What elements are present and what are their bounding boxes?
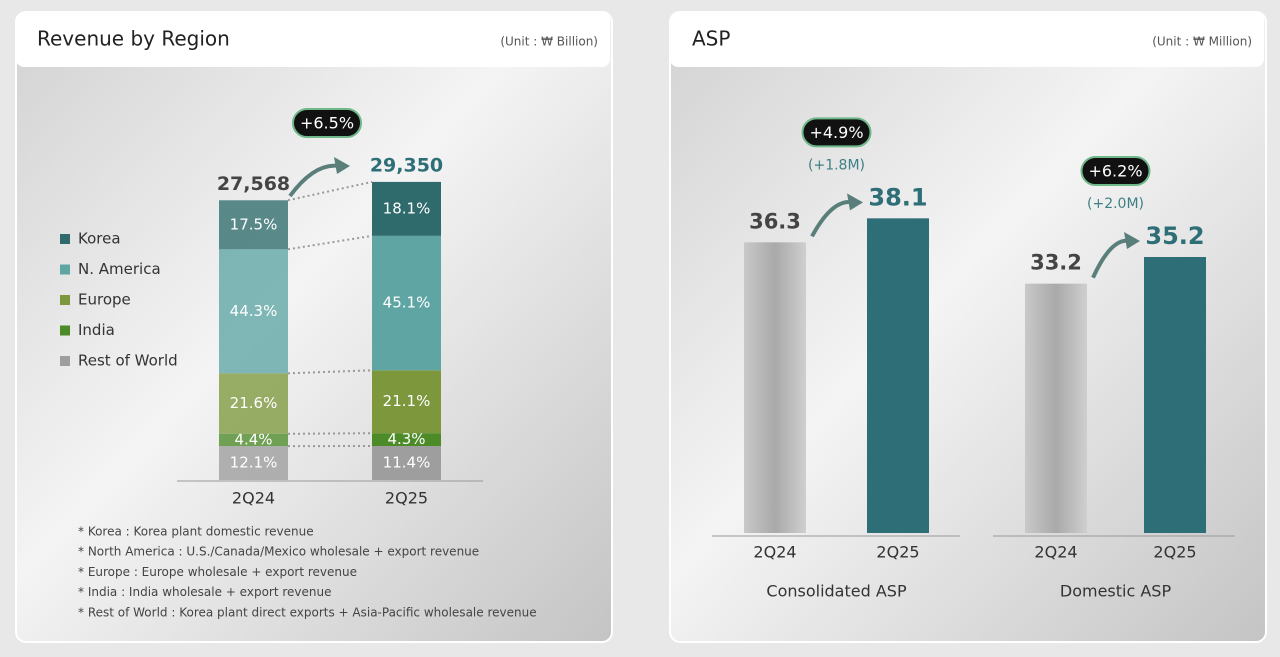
footnote: * India : India wholesale + export reven…	[78, 585, 332, 599]
growth-label: +6.5%	[300, 114, 354, 133]
arrow	[288, 163, 341, 198]
legend-label: Korea	[78, 230, 121, 248]
legend-label: India	[78, 321, 115, 339]
connector	[287, 432, 373, 435]
difference-label: (+2.0M)	[1087, 196, 1144, 212]
bar-segment	[372, 370, 441, 434]
bar-segment	[372, 181, 441, 236]
arrow-head	[1124, 232, 1140, 249]
footnote: * Europe : Europe wholesale + export rev…	[78, 565, 357, 579]
data-label: 11.4%	[383, 454, 431, 472]
data-label: 4.3%	[387, 430, 425, 448]
connector	[287, 180, 373, 202]
bar	[744, 242, 806, 534]
difference-label: (+1.8M)	[808, 157, 865, 173]
data-label: 36.3	[749, 209, 801, 233]
data-label: 12.1%	[230, 454, 278, 472]
unit: (Unit : ₩ Million)	[1152, 35, 1252, 49]
footnote: * Rest of World : Korea plant direct exp…	[78, 605, 537, 619]
data-label: 18.1%	[383, 199, 431, 217]
total-label: 27,568	[217, 173, 290, 195]
data-label: 45.1%	[383, 294, 431, 312]
data-label: 35.2	[1145, 222, 1204, 250]
data-label: 21.6%	[230, 394, 278, 412]
bar-segment	[372, 235, 441, 371]
x-tick-label: 2Q25	[1153, 543, 1196, 562]
data-label: 4.4%	[234, 430, 272, 448]
legend-swatch	[60, 234, 70, 244]
legend-swatch	[60, 295, 70, 305]
bar-segment	[219, 200, 288, 250]
bar-segment	[219, 446, 288, 480]
legend-swatch	[60, 264, 70, 275]
bar-segment	[219, 373, 288, 434]
growth-pill	[801, 117, 872, 148]
data-label: 38.1	[868, 183, 927, 211]
growth-pill	[1080, 156, 1151, 186]
chart-title: Revenue by Region	[37, 27, 230, 51]
footnote: * North America : U.S./Canada/Mexico who…	[78, 545, 479, 559]
bar	[867, 218, 929, 534]
unit: (Unit : ₩ Billion)	[500, 35, 598, 49]
bar-segment	[219, 249, 288, 374]
data-label: 44.3%	[230, 302, 278, 320]
bar-segment	[372, 446, 441, 480]
chart-title: ASP	[692, 27, 730, 51]
bar-segment	[219, 433, 288, 447]
x-tick-label: 2Q24	[232, 489, 275, 508]
arrow-head	[334, 157, 350, 174]
connector	[287, 369, 373, 375]
bar	[1025, 283, 1087, 533]
right-header	[670, 12, 1264, 67]
data-label: 33.2	[1030, 251, 1082, 275]
x-tick-label: 2Q25	[876, 543, 919, 562]
x-tick-label: 2Q24	[1034, 543, 1077, 562]
connector	[287, 234, 373, 251]
x-tick-label: 2Q24	[753, 543, 796, 562]
left-header	[16, 12, 610, 67]
bar	[1144, 257, 1206, 533]
group-label: Consolidated ASP	[766, 582, 907, 601]
legend-label: N. America	[78, 260, 161, 278]
total-label: 29,350	[370, 154, 443, 176]
arrow-head	[847, 193, 863, 211]
growth-label: +4.9%	[809, 123, 863, 142]
footnote: * Korea : Korea plant domestic revenue	[78, 525, 314, 539]
bar-segment	[372, 433, 441, 447]
x-tick-label: 2Q25	[385, 489, 428, 508]
growth-pill	[292, 108, 362, 138]
legend-label: Rest of World	[78, 352, 178, 370]
growth-label: +6.2%	[1088, 162, 1142, 181]
data-label: 21.1%	[383, 392, 431, 410]
legend-swatch	[60, 356, 70, 366]
data-label: 17.5%	[230, 215, 278, 233]
group-label: Domestic ASP	[1060, 582, 1172, 601]
legend-label: Europe	[78, 291, 131, 309]
legend-swatch	[60, 325, 70, 336]
